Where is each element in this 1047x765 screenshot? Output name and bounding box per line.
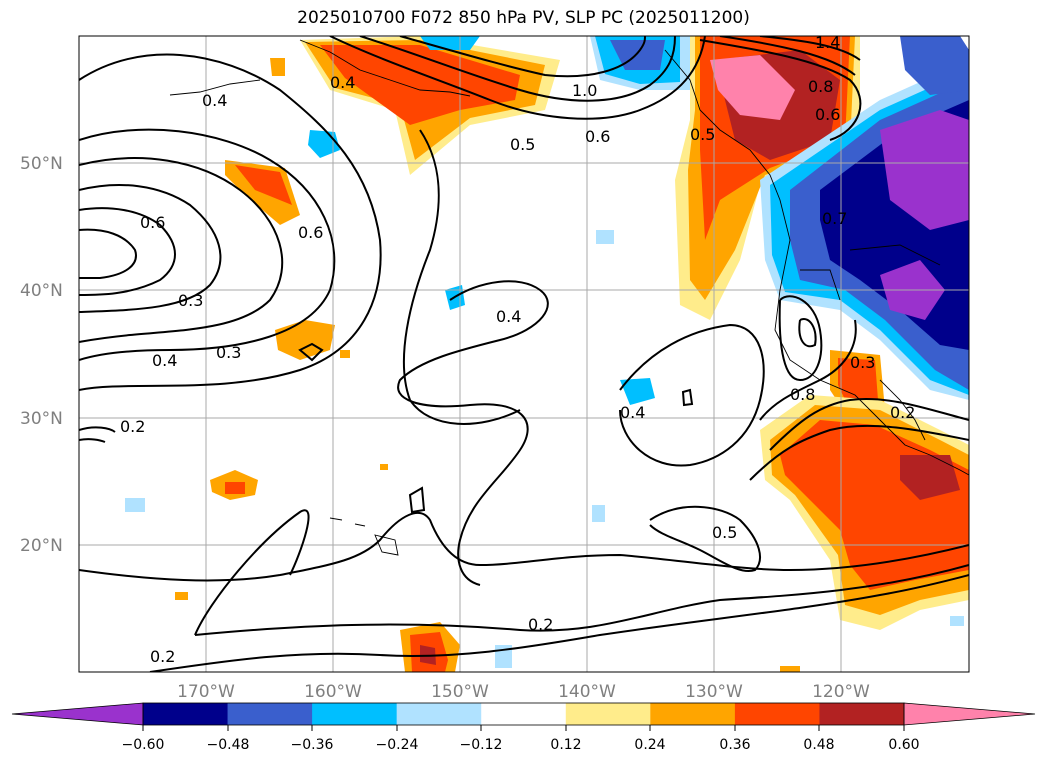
map-frame [78,35,970,673]
lon-label: 160°W [304,682,362,702]
lat-label: 30°N [20,409,63,429]
coastlines [169,39,969,556]
colorbar-label: 0.12 [550,737,581,753]
lon-label: 130°W [685,682,743,702]
lon-label: 150°W [431,682,489,702]
colorbar-segment [650,703,736,725]
colorbar-segment [227,703,313,725]
map-panel: 0.4 0.4 1.0 0.6 0.5 1.4 0.8 0.7 0.6 0.5 … [79,33,969,672]
longitude-labels: 170°W 160°W 150°W 140°W 130°W 120°W [177,682,870,702]
contour-label: 0.5 [510,135,535,154]
colorbar-labels: −0.60 −0.48 −0.36 −0.24 −0.12 0.12 0.24 … [122,737,920,753]
lon-label: 170°W [177,682,235,702]
contour-label: 0.2 [890,403,915,422]
pv-positive-shading [175,36,969,672]
colorbar-extend-min [12,703,143,725]
colorbar-segment [819,703,905,725]
contour-label: 0.2 [528,615,553,634]
contour-label: 0.4 [330,73,355,92]
contour-label: 0.6 [585,127,610,146]
map-title: 2025010700 F072 850 hPa PV, SLP PC (2025… [297,8,750,28]
contour-label: 0.4 [620,403,645,422]
colorbar-label: −0.48 [207,737,250,753]
colorbar-segment [565,703,651,725]
colorbar-label: −0.60 [122,737,165,753]
colorbar-segment [734,703,820,725]
contour-label: 0.7 [822,209,847,228]
lat-label: 50°N [20,154,63,174]
contour-label: 0.3 [178,291,203,310]
contour-label: 1.4 [815,33,840,52]
contour-labels: 0.4 0.4 1.0 0.6 0.5 1.4 0.8 0.7 0.6 0.5 … [120,33,915,666]
slp-contours [79,36,969,672]
contour-label: 0.8 [808,77,833,96]
contour-label: 0.4 [152,351,177,370]
contour-label: 0.4 [496,307,521,326]
lon-label: 120°W [812,682,870,702]
latitude-labels: 50°N 40°N 30°N 20°N [20,154,63,556]
contour-label: 0.3 [850,353,875,372]
colorbar-extend-max [904,703,1035,725]
colorbar-label: 0.60 [888,737,919,753]
contour-label: 1.0 [572,81,597,100]
contour-label: 0.5 [712,523,737,542]
colorbar-label: 0.48 [803,737,834,753]
contour-label: 0.6 [140,213,165,232]
contour-label: 0.2 [150,647,175,666]
contour-label: 0.3 [216,343,241,362]
contour-label: 0.4 [202,91,227,110]
colorbar-label: 0.24 [634,737,665,753]
colorbar-label: 0.36 [719,737,750,753]
lon-label: 140°W [558,682,616,702]
contour-label: 0.8 [790,385,815,404]
contour-label: 0.6 [298,223,323,242]
colorbar-label: −0.12 [460,737,503,753]
colorbar-segment [396,703,482,725]
colorbar-segment [143,703,229,725]
colorbar-label: −0.36 [291,737,334,753]
lat-label: 40°N [20,281,63,301]
colorbar-segment [312,703,398,725]
colorbar-segment [481,703,567,725]
contour-label: 0.5 [690,125,715,144]
colorbar: −0.60 −0.48 −0.36 −0.24 −0.12 0.12 0.24 … [11,702,1036,753]
contour-label: 0.6 [815,105,840,124]
colorbar-segments [12,703,1035,725]
contour-label: 0.2 [120,417,145,436]
colorbar-label: −0.24 [376,737,419,753]
lat-label: 20°N [20,536,63,556]
